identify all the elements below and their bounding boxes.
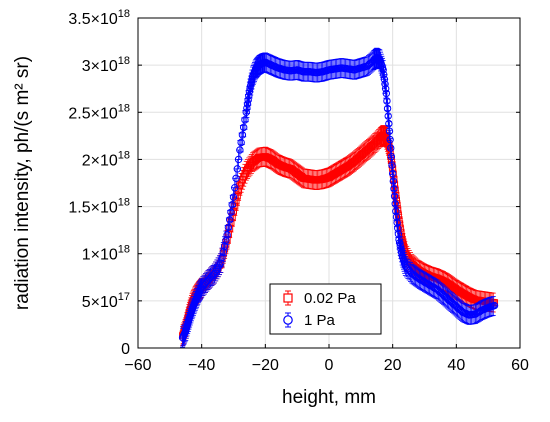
data-point: [239, 123, 248, 132]
y-axis-title: radiation intensity, ph/(s m² sr): [12, 56, 33, 310]
series-1-pa: [178, 47, 499, 348]
data-point: [223, 231, 231, 239]
x-axis-title: height, mm: [282, 387, 376, 408]
data-point: [393, 218, 401, 227]
data-point: [237, 138, 245, 147]
data-point: [211, 267, 220, 276]
y-tick-label: 1×1018: [82, 244, 130, 264]
data-point: [220, 242, 229, 250]
y-tick-label: 2×1018: [82, 149, 130, 169]
data-point: [388, 161, 396, 169]
data-point: [391, 200, 399, 208]
x-tick-label: −40: [188, 357, 215, 374]
data-point: [215, 261, 224, 269]
data-point: [385, 119, 393, 128]
data-point: [388, 169, 397, 178]
data-point: [204, 276, 212, 284]
x-tick-label: 0: [325, 357, 334, 374]
y-tick-label: 2.5×1018: [68, 102, 130, 122]
data-point: [387, 144, 395, 152]
data-point: [238, 131, 247, 139]
plot-series: [178, 47, 499, 348]
data-point: [392, 207, 400, 215]
data-point: [205, 275, 214, 283]
y-tick-label: 3×1018: [82, 55, 130, 75]
data-point: [222, 236, 230, 245]
x-tick-label: 20: [384, 357, 402, 374]
data-point: [244, 96, 252, 104]
y-tick-label: 0: [121, 341, 130, 358]
data-point: [390, 192, 399, 200]
legend-marker-square: [283, 293, 293, 303]
data-point: [206, 273, 215, 282]
data-point: [224, 223, 233, 232]
data-point: [382, 89, 390, 98]
data-point: [383, 104, 392, 113]
data-point: [390, 184, 398, 193]
x-tick-label: −20: [252, 357, 279, 374]
legend: 0.02 Pa 1 Pa: [269, 283, 382, 335]
data-point: [208, 272, 216, 280]
legend-label: 0.02 Pa: [304, 290, 356, 307]
data-point: [490, 301, 499, 310]
data-point: [386, 135, 394, 144]
legend-marker-circle: [283, 315, 293, 325]
axis-ticks: −60 −40 −20 0 20 40 60 0 5×1017 1×1018 1.5×1018 2×1…: [68, 8, 529, 374]
data-point: [385, 127, 394, 135]
x-tick-label: −60: [124, 357, 151, 374]
data-point: [225, 216, 234, 224]
data-point: [210, 269, 219, 278]
x-tick-label: 40: [447, 357, 465, 374]
data-point: [394, 224, 402, 232]
y-tick-label: 1.5×1018: [68, 197, 130, 217]
data-point: [389, 177, 398, 185]
data-point: [219, 248, 228, 256]
data-point: [241, 116, 249, 124]
data-point: [233, 192, 241, 200]
data-point: [394, 230, 403, 238]
data-point: [245, 91, 253, 100]
data-point: [217, 259, 225, 267]
data-point: [383, 97, 391, 105]
data-point: [227, 208, 235, 216]
data-point: [392, 213, 401, 221]
data-point: [384, 112, 392, 120]
data-point: [228, 200, 236, 209]
data-point: [218, 253, 226, 262]
data-point: [213, 265, 221, 274]
y-tick-label: 5×1017: [82, 291, 130, 311]
x-tick-label: 60: [511, 357, 529, 374]
data-point: [387, 152, 396, 161]
legend-label: 1 Pa: [304, 312, 336, 329]
data-point: [236, 146, 244, 154]
y-tick-label: 3.5×1018: [68, 8, 130, 28]
